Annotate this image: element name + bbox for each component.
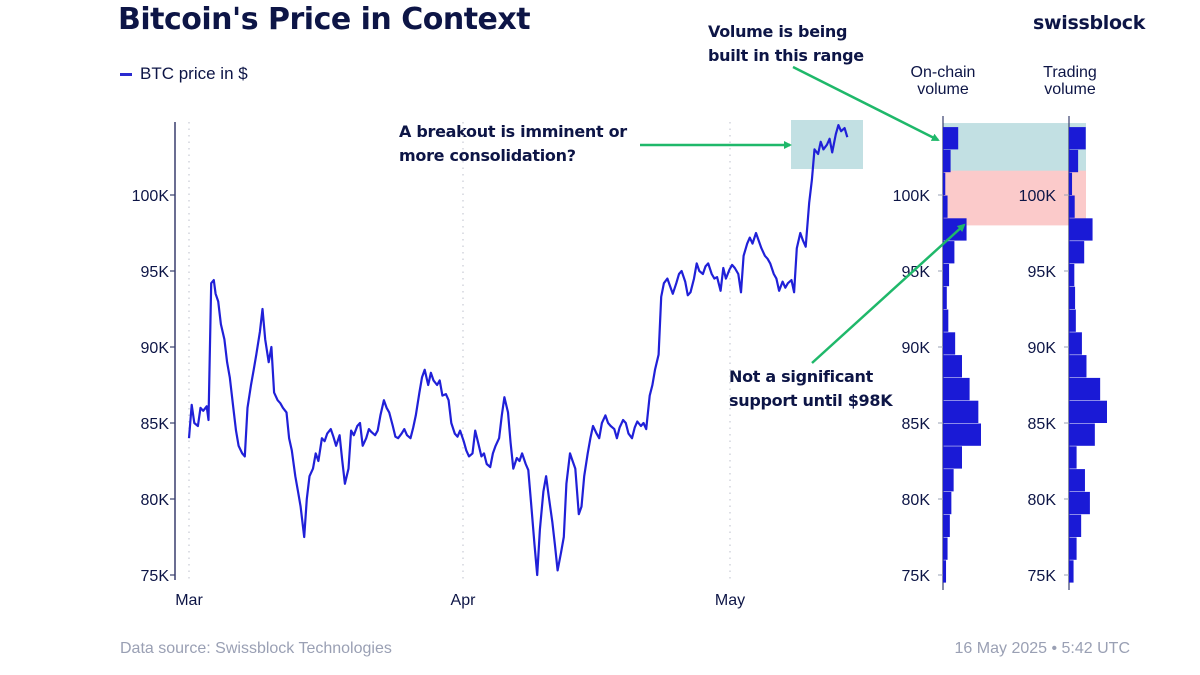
volume-consolidation-band: [943, 123, 1086, 173]
annotation-breakout-line-2: more consolidation?: [399, 146, 576, 165]
onchain-volume-bar: [943, 127, 959, 150]
trading-volume-bar: [1069, 332, 1082, 355]
trading-volume-bar: [1069, 377, 1101, 401]
onchain-volume-header: On-chain volume: [898, 64, 988, 98]
y-tick-label: 85K: [141, 416, 170, 433]
x-tick-label: Apr: [451, 592, 477, 609]
trading-volume-bar: [1069, 514, 1082, 537]
arrow-layer: [640, 65, 966, 364]
onchain-volume-bar: [943, 491, 952, 515]
y-tick-label: 100K: [132, 188, 170, 205]
data-source: Data source: Swissblock Technologies: [120, 640, 392, 657]
onchain-volume-bar: [943, 514, 950, 537]
onchain-volume-bar: [943, 537, 948, 560]
legend: BTC price in $: [120, 64, 248, 84]
trading-volume-bar: [1069, 127, 1086, 150]
onchain-volume-bar: [943, 332, 956, 355]
trading-volume-bar: [1069, 309, 1076, 332]
x-tick-label: May: [715, 592, 745, 609]
onchain-header-line-1: On-chain: [910, 64, 976, 81]
annotation-breakout: A breakout is imminent or more consolida…: [399, 120, 627, 168]
onchain-y-tick-label: 90K: [902, 340, 931, 357]
legend-label: BTC price in $: [140, 64, 248, 83]
trading-y-tick-label: 100K: [1019, 188, 1057, 205]
annotation-support: Not a significant support until $98K: [729, 365, 893, 413]
onchain-y-tick-label: 100K: [893, 188, 931, 205]
trading-volume-bar: [1069, 149, 1079, 173]
onchain-volume-bar: [943, 469, 954, 492]
onchain-volume-bar: [943, 241, 955, 264]
onchain-volume-bar: [943, 446, 962, 469]
arrow-support: [811, 223, 966, 364]
onchain-volume-bar: [943, 195, 948, 218]
trading-y-tick-label: 80K: [1028, 492, 1057, 509]
trading-volume-bar: [1069, 400, 1107, 423]
btc-price-line: [187, 124, 849, 577]
onchain-volume-bar: [943, 423, 981, 446]
onchain-volume-bar: [943, 286, 947, 309]
trading-y-tick-label: 90K: [1028, 340, 1057, 357]
support-gap-band: [943, 170, 1086, 226]
onchain-y-tick-label: 85K: [902, 416, 931, 433]
line-layer: [187, 124, 849, 577]
trading-volume-header: Trading volume: [1025, 64, 1115, 98]
onchain-y-tick-label: 80K: [902, 492, 931, 509]
trading-y-tick-label: 85K: [1028, 416, 1057, 433]
trading-volume-bar: [1069, 423, 1095, 446]
trading-volume-bar: [1069, 286, 1076, 309]
onchain-volume-bar: [943, 263, 950, 287]
y-tick-label: 75K: [141, 568, 170, 585]
legend-swatch: [120, 72, 132, 76]
onchain-volume-bar: [943, 377, 970, 401]
annotation-volume-line-1: Volume is being: [708, 22, 848, 41]
trading-y-tick-label: 75K: [1028, 568, 1057, 585]
timestamp: 16 May 2025 • 5:42 UTC: [954, 640, 1130, 657]
annotation-support-line-2: support until $98K: [729, 391, 893, 410]
trading-volume-bar: [1069, 537, 1077, 560]
brand-logo: swissblock: [1033, 12, 1146, 34]
grid-layer: [188, 122, 731, 580]
onchain-volume-bar: [943, 172, 946, 195]
onchain-volume-bar: [943, 355, 962, 378]
trading-volume-bar: [1069, 263, 1075, 287]
trading-volume-bar: [1069, 195, 1075, 218]
y-tick-label: 80K: [141, 492, 170, 509]
trading-volume-bar: [1069, 241, 1085, 264]
annotation-breakout-line-1: A breakout is imminent or: [399, 122, 627, 141]
trading-volume-bar: [1069, 355, 1087, 378]
trading-volume-bar: [1069, 172, 1073, 195]
annotation-volume-range: Volume is being built in this range: [708, 20, 864, 68]
annotation-support-line-1: Not a significant: [729, 367, 873, 386]
trading-volume-bar: [1069, 491, 1090, 515]
onchain-y-tick-label: 75K: [902, 568, 931, 585]
trading-volume-bar: [1069, 469, 1085, 492]
onchain-volume-bar: [943, 309, 949, 332]
trading-volume-bar: [1069, 560, 1074, 583]
annotation-volume-line-2: built in this range: [708, 46, 864, 65]
x-tick-label: Mar: [175, 592, 203, 609]
onchain-volume-bar: [943, 400, 979, 423]
trading-header-line-2: volume: [1044, 81, 1096, 98]
trading-volume-bar: [1069, 446, 1077, 469]
highlight-layer: [791, 120, 1086, 226]
trading-header-line-1: Trading: [1043, 64, 1097, 81]
arrow-volume-range: [792, 65, 940, 142]
onchain-volume-bar: [943, 149, 951, 173]
y-tick-label: 95K: [141, 264, 170, 281]
onchain-header-line-2: volume: [917, 81, 969, 98]
trading-volume-bar: [1069, 218, 1093, 241]
chart-title: Bitcoin's Price in Context: [118, 2, 531, 37]
onchain-volume-bar: [943, 218, 967, 241]
y-tick-label: 90K: [141, 340, 170, 357]
onchain-volume-bar: [943, 560, 947, 583]
trading-y-tick-label: 95K: [1028, 264, 1057, 281]
